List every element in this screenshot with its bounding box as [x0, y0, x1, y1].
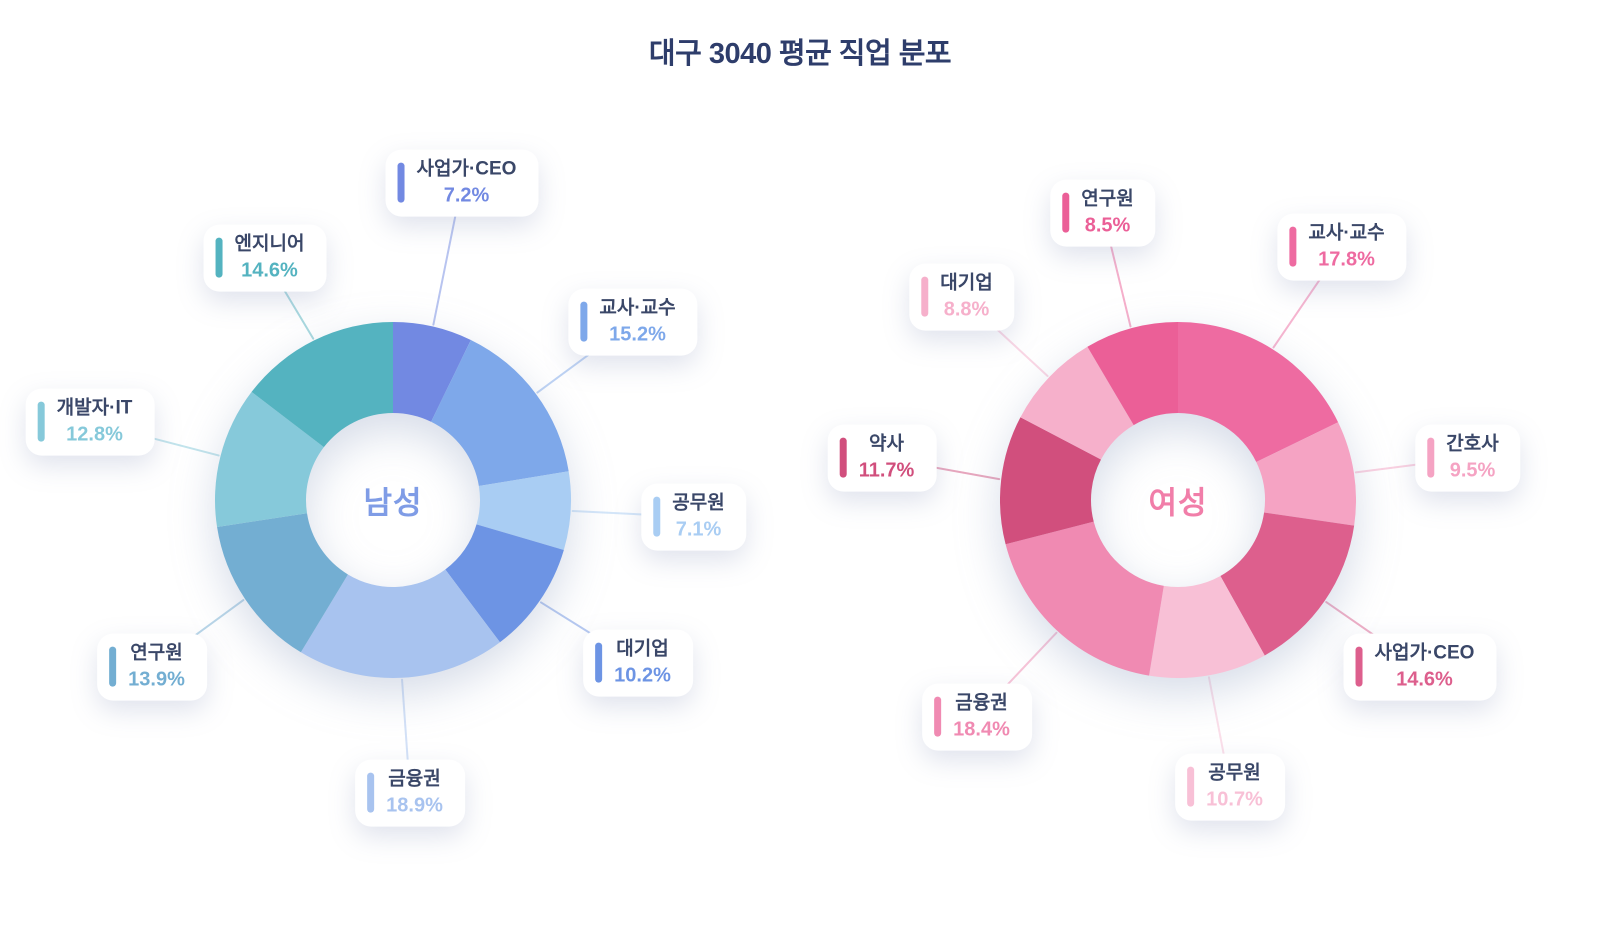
- leader-line-male-2: [571, 510, 695, 518]
- donut-slice-male-3: [445, 524, 564, 643]
- leader-lines-male: [89, 182, 695, 794]
- leader-line-male-7: [264, 257, 315, 340]
- donut-slice-male-2: [476, 471, 572, 550]
- donut-slice-male-0: [393, 322, 471, 422]
- donut-slice-female-0: [1178, 322, 1339, 462]
- donut-male: [215, 322, 572, 679]
- donut-slice-female-3: [1149, 575, 1265, 679]
- donut-slice-female-4: [1005, 521, 1164, 676]
- donut-slice-female-7: [1087, 322, 1178, 426]
- donut-slice-female-6: [1020, 346, 1134, 460]
- donut-slice-male-6: [215, 391, 324, 528]
- chart-title: 대구 3040 평균 직업 분포: [648, 38, 952, 70]
- leader-line-female-7: [1102, 212, 1132, 328]
- leader-line-female-3: [1207, 676, 1231, 788]
- leader-line-female-5: [881, 457, 1001, 481]
- leader-line-male-3: [540, 601, 639, 664]
- donut-slice-male-5: [217, 513, 348, 653]
- leader-lines-female: [881, 212, 1469, 788]
- donut-slice-male-1: [431, 339, 569, 486]
- leader-line-female-0: [1272, 246, 1343, 349]
- leader-line-female-2: [1325, 601, 1421, 668]
- leader-line-male-4: [401, 678, 411, 794]
- donut-slice-female-5: [1000, 417, 1101, 545]
- donut-slice-female-1: [1256, 422, 1356, 526]
- leader-line-male-0: [432, 182, 463, 326]
- donut-slice-female-2: [1220, 512, 1355, 656]
- leader-line-female-4: [976, 631, 1058, 718]
- leader-line-male-6: [89, 421, 220, 457]
- leader-line-male-5: [151, 599, 245, 668]
- donut-slice-male-4: [300, 569, 500, 679]
- leader-line-female-1: [1354, 457, 1469, 474]
- leader-line-male-1: [536, 321, 634, 394]
- donut-slice-male-7: [251, 322, 393, 448]
- donut-female: [1000, 322, 1356, 679]
- leader-line-female-6: [961, 296, 1049, 377]
